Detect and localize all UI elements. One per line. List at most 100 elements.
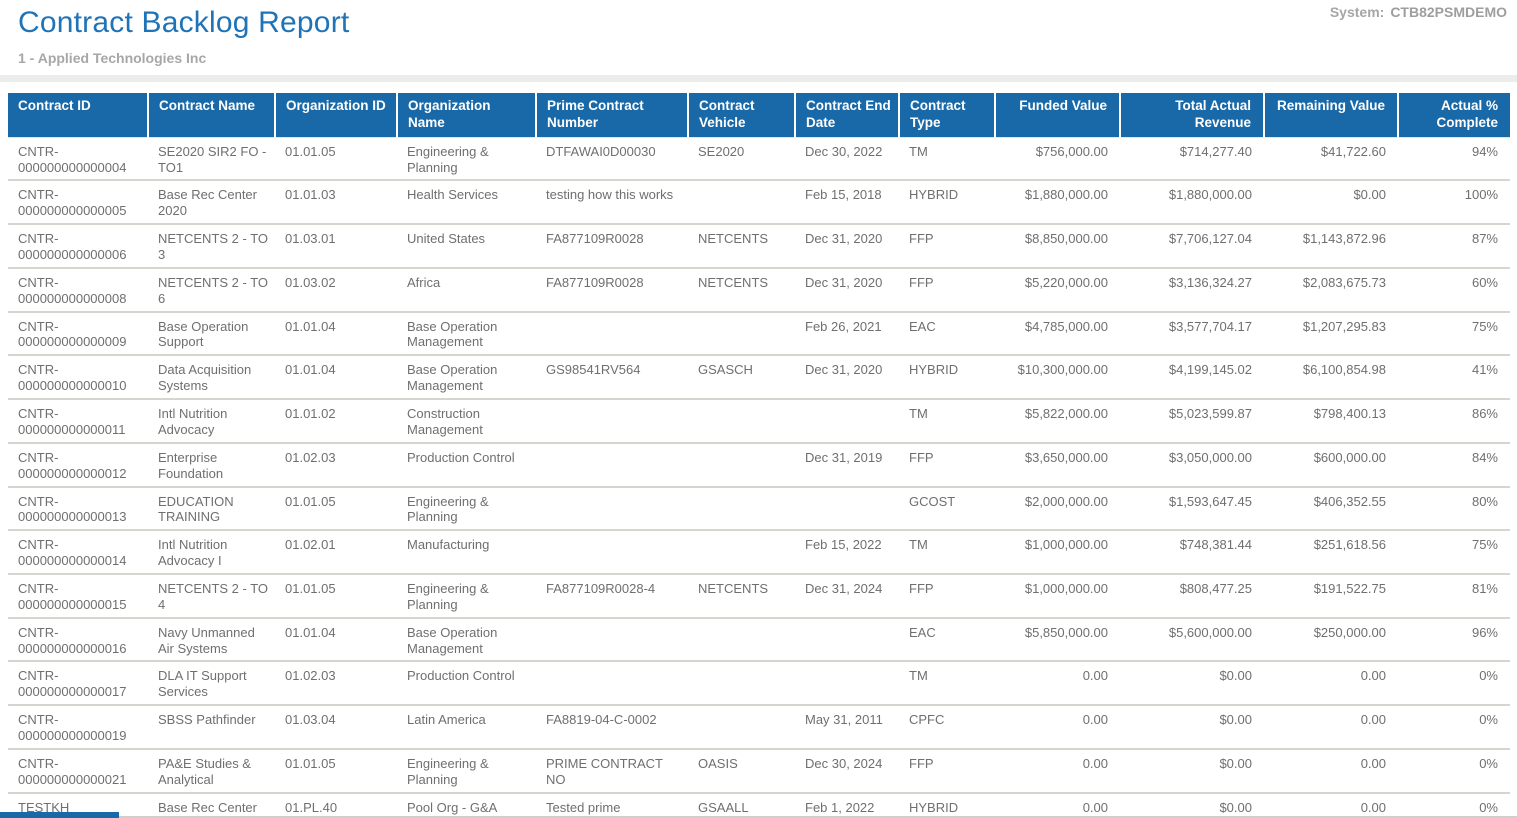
cell-actual-pct-complete: 87% — [1398, 224, 1510, 269]
cell-funded-value: $1,000,000.00 — [995, 573, 1120, 619]
cell-remaining-value: $600,000.00 — [1264, 442, 1398, 488]
cell-prime-contract-number: Tested prime — [536, 792, 688, 818]
cell-contract-id: CNTR-000000000000017 — [8, 661, 148, 707]
cell-prime-contract-number: FA877109R0028 — [536, 267, 688, 313]
cell-contract-end-date — [795, 661, 899, 707]
report-header: Contract Backlog Report System: CTB82PSMD… — [0, 0, 1517, 40]
cell-contract-vehicle: GSAALL — [688, 792, 795, 818]
cell-contract-id: CNTR-000000000000015 — [8, 573, 148, 619]
cell-remaining-value: $250,000.00 — [1264, 617, 1398, 663]
cell-actual-pct-complete: 80% — [1398, 486, 1510, 532]
cell-contract-type: FFP — [899, 442, 995, 488]
cell-contract-vehicle — [688, 442, 795, 488]
cell-contract-end-date — [795, 399, 899, 444]
cell-funded-value: $4,785,000.00 — [995, 311, 1120, 357]
cell-actual-pct-complete: 100% — [1398, 180, 1510, 226]
cell-organization-id: 01.01.05 — [275, 486, 397, 532]
cell-actual-pct-complete: 0% — [1398, 748, 1510, 794]
cell-funded-value: $3,650,000.00 — [995, 442, 1120, 488]
cell-contract-vehicle: NETCENTS — [688, 224, 795, 269]
cell-organization-id: 01.01.05 — [275, 573, 397, 619]
cell-remaining-value: $6,100,854.98 — [1264, 355, 1398, 401]
cell-funded-value: $5,220,000.00 — [995, 267, 1120, 313]
cell-contract-type: FFP — [899, 573, 995, 619]
cell-funded-value: $5,850,000.00 — [995, 617, 1120, 663]
system-value: CTB82PSMDEMO — [1390, 4, 1507, 20]
cell-actual-pct-complete: 41% — [1398, 355, 1510, 401]
cell-prime-contract-number: GS98541RV564 — [536, 355, 688, 401]
cell-organization-name: Base Operation Management — [397, 617, 536, 663]
cell-contract-name: NETCENTS 2 - TO 4 — [148, 573, 275, 619]
cell-contract-name: DLA IT Support Services — [148, 661, 275, 707]
cell-prime-contract-number — [536, 617, 688, 663]
cell-contract-id: CNTR-000000000000004 — [8, 136, 148, 182]
page-title: Contract Backlog Report — [18, 6, 350, 39]
table-row: CNTR-000000000000005 Base Rec Center 2020… — [8, 180, 1510, 226]
table-row: CNTR-000000000000015 NETCENTS 2 - TO 4 01.… — [8, 573, 1510, 619]
cell-contract-name: SE2020 SIR2 FO - TO1 — [148, 136, 275, 182]
column-header-remaining-value: Remaining Value — [1263, 93, 1398, 138]
cell-total-actual-revenue: $3,050,000.00 — [1120, 442, 1264, 488]
system-label: System: — [1329, 4, 1385, 20]
cell-organization-name: Manufacturing — [397, 530, 536, 575]
cell-organization-name: Health Services — [397, 180, 536, 226]
cell-contract-end-date: Dec 31, 2020 — [795, 355, 899, 401]
cell-remaining-value: $0.00 — [1264, 180, 1398, 226]
table-row: CNTR-000000000000013 EDUCATION TRAINING 01… — [8, 486, 1510, 532]
bottom-divider — [0, 816, 1517, 818]
cell-contract-name: PA&E Studies & Analytical — [148, 748, 275, 794]
cell-contract-end-date: Feb 15, 2018 — [795, 180, 899, 226]
cell-contract-end-date: Dec 31, 2019 — [795, 442, 899, 488]
cell-contract-end-date: Feb 1, 2022 — [795, 792, 899, 818]
cell-prime-contract-number: PRIME CONTRACT NO — [536, 748, 688, 794]
cell-remaining-value: 0.00 — [1264, 661, 1398, 707]
cell-total-actual-revenue: $3,577,704.17 — [1120, 311, 1264, 357]
cell-organization-id: 01.03.02 — [275, 267, 397, 313]
column-header-contract-vehicle: Contract Vehicle — [687, 93, 795, 138]
cell-contract-type: GCOST — [899, 486, 995, 532]
cell-contract-id: CNTR-000000000000019 — [8, 705, 148, 750]
cell-contract-id: CNTR-000000000000016 — [8, 617, 148, 663]
cell-funded-value: 0.00 — [995, 661, 1120, 707]
cell-contract-name: Intl Nutrition Advocacy — [148, 399, 275, 444]
cell-organization-id: 01.01.04 — [275, 311, 397, 357]
cell-contract-vehicle: NETCENTS — [688, 267, 795, 313]
cell-contract-type: TM — [899, 661, 995, 707]
cell-organization-name: Engineering & Planning — [397, 573, 536, 619]
cell-total-actual-revenue: $0.00 — [1120, 661, 1264, 707]
table-row: CNTR-000000000000021 PA&E Studies & Analy… — [8, 748, 1510, 794]
cell-actual-pct-complete: 94% — [1398, 136, 1510, 182]
cell-funded-value: $10,300,000.00 — [995, 355, 1120, 401]
report-subtitle: 1 - Applied Technologies Inc — [18, 50, 207, 66]
cell-remaining-value: $191,522.75 — [1264, 573, 1398, 619]
cell-organization-name: Construction Management — [397, 399, 536, 444]
cell-organization-name: United States — [397, 224, 536, 269]
system-info: System: CTB82PSMDEMO — [1330, 4, 1507, 20]
cell-contract-end-date: Dec 31, 2020 — [795, 267, 899, 313]
cell-actual-pct-complete: 60% — [1398, 267, 1510, 313]
cell-actual-pct-complete: 86% — [1398, 399, 1510, 444]
table-row: CNTR-000000000000010 Data Acquisition Sys… — [8, 355, 1510, 401]
cell-total-actual-revenue: $4,199,145.02 — [1120, 355, 1264, 401]
cell-remaining-value: $251,618.56 — [1264, 530, 1398, 575]
cell-total-actual-revenue: $808,477.25 — [1120, 573, 1264, 619]
cell-organization-name: Africa — [397, 267, 536, 313]
cell-total-actual-revenue: $748,381.44 — [1120, 530, 1264, 575]
cell-organization-id: 01.01.04 — [275, 617, 397, 663]
cell-contract-type: EAC — [899, 617, 995, 663]
cell-contract-name: EDUCATION TRAINING — [148, 486, 275, 532]
cell-organization-name: Production Control — [397, 661, 536, 707]
cell-actual-pct-complete: 0% — [1398, 792, 1510, 818]
cell-remaining-value: $798,400.13 — [1264, 399, 1398, 444]
cell-contract-end-date — [795, 617, 899, 663]
cell-contract-type: FFP — [899, 748, 995, 794]
cell-contract-name: Base Operation Support — [148, 311, 275, 357]
cell-contract-id: CNTR-000000000000008 — [8, 267, 148, 313]
cell-funded-value: $756,000.00 — [995, 136, 1120, 182]
cell-contract-vehicle — [688, 180, 795, 226]
cell-remaining-value: 0.00 — [1264, 705, 1398, 750]
column-header-prime-contract-number: Prime Contract Number — [535, 93, 688, 138]
table-row: CNTR-000000000000016 Navy Unmanned Air Sy… — [8, 617, 1510, 663]
cell-prime-contract-number — [536, 530, 688, 575]
